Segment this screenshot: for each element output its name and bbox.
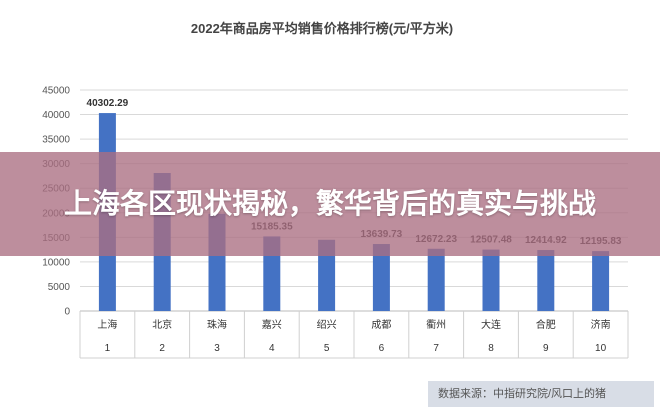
x-rank-label: 9 xyxy=(543,343,549,354)
bar-6 xyxy=(372,244,390,311)
x-category-label: 绍兴 xyxy=(317,318,337,331)
x-rank-label: 1 xyxy=(105,343,111,354)
x-rank-label: 7 xyxy=(433,343,439,354)
x-category-label: 衢州 xyxy=(426,319,446,331)
y-tick-label: 0 xyxy=(64,307,70,318)
headline-text: 上海各区现状揭秘，繁华背后的真实与挑战 xyxy=(63,188,596,219)
x-category-label: 成都 xyxy=(371,319,391,331)
bar-8 xyxy=(482,249,500,311)
x-rank-label: 4 xyxy=(269,343,275,354)
x-rank-label: 6 xyxy=(379,343,385,354)
y-tick-label: 40000 xyxy=(42,110,70,121)
y-tick-label: 5000 xyxy=(48,282,71,293)
data-label: 40302.29 xyxy=(87,98,129,109)
y-tick-label: 10000 xyxy=(42,257,70,268)
bar-7 xyxy=(427,248,445,311)
x-category-label: 嘉兴 xyxy=(262,318,282,331)
y-tick-label: 35000 xyxy=(42,135,70,146)
x-category-label: 大连 xyxy=(481,318,501,331)
x-rank-label: 3 xyxy=(214,343,220,354)
x-category-label: 上海 xyxy=(97,318,117,331)
bar-5 xyxy=(318,239,336,311)
chart-title: 2022年商品房平均销售价格排行榜(元/平方米) xyxy=(191,21,453,36)
x-category-label: 济南 xyxy=(591,318,611,331)
x-rank-label: 5 xyxy=(324,343,330,354)
bar-9 xyxy=(537,250,555,311)
x-axis: 上海 1 北京 2 珠海 3 嘉兴 4 绍兴 5 成都 6 衢州 7 大连 8 合肥 9 济南 10 xyxy=(79,311,629,359)
y-tick-label: 45000 xyxy=(42,86,70,97)
x-category-label: 合肥 xyxy=(536,318,556,331)
x-rank-label: 8 xyxy=(488,343,494,354)
headline-banner: 上海各区现状揭秘，繁华背后的真实与挑战 xyxy=(0,152,660,256)
x-category-label: 北京 xyxy=(152,318,172,331)
source-note: 数据来源：中指研究院/风口上的猪 xyxy=(428,381,654,407)
x-category-label: 珠海 xyxy=(207,318,227,331)
x-rank-label: 10 xyxy=(595,343,607,354)
bar-10 xyxy=(592,251,610,311)
x-rank-label: 2 xyxy=(159,343,165,354)
